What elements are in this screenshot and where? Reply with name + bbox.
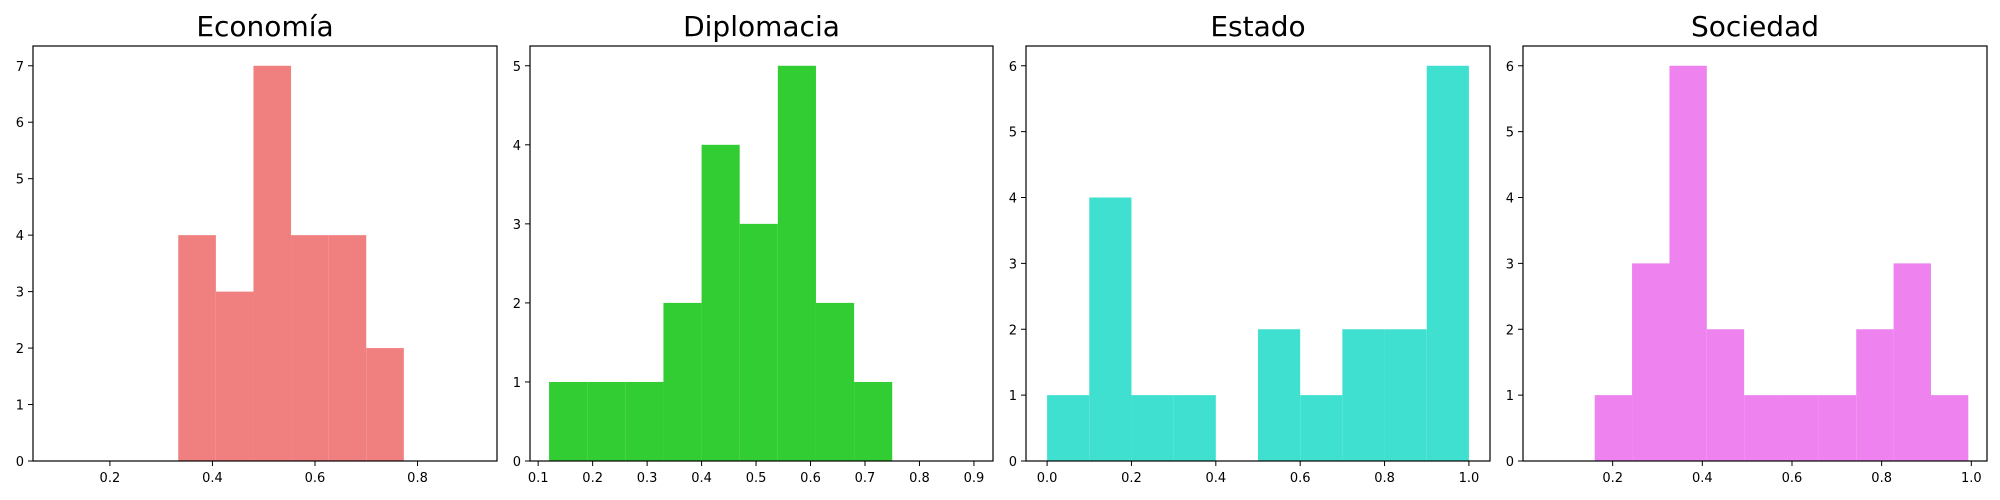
histogram-bar bbox=[366, 348, 404, 461]
y-tick-label: 6 bbox=[1009, 60, 1017, 75]
chart-title: Diplomacia bbox=[683, 10, 840, 43]
histogram-bar bbox=[1131, 395, 1174, 461]
y-tick-label: 6 bbox=[1506, 60, 1514, 75]
chart-title: Economía bbox=[196, 10, 333, 43]
x-tick-label: 0.6 bbox=[1782, 471, 1803, 486]
y-tick-label: 7 bbox=[16, 60, 24, 75]
x-tick-label: 1.0 bbox=[1961, 471, 1982, 486]
histogram-bar bbox=[1047, 395, 1090, 461]
y-tick-label: 5 bbox=[513, 60, 521, 75]
histogram-bar bbox=[1744, 395, 1782, 461]
histogram-panel-3: Estado 0.0 0.2 0.4 0.6 0.8 1.0 0 1 2 3 4 5 6 bbox=[1009, 10, 1491, 486]
x-tick-label: 0.8 bbox=[1374, 471, 1395, 486]
y-tick-label: 1 bbox=[1009, 389, 1017, 404]
x-tick-label: 0.2 bbox=[100, 471, 121, 486]
y-tick-label: 2 bbox=[16, 342, 24, 357]
x-tick-label: 0.8 bbox=[407, 471, 428, 486]
histogram-bar bbox=[1426, 65, 1469, 461]
histogram-bar bbox=[253, 65, 292, 461]
y-tick-label: 3 bbox=[1009, 257, 1017, 272]
x-tick-label: 0.6 bbox=[800, 471, 821, 486]
x-tick-label: 0.7 bbox=[855, 471, 876, 486]
histogram-bar bbox=[178, 235, 216, 461]
histogram-panel-2: Diplomacia 0.1 0.2 0.3 0.4 0.5 0.6 0.7 0.8 0.9 0 1 2… bbox=[513, 10, 994, 486]
histogram-bar bbox=[1856, 329, 1894, 461]
axes-frame bbox=[32, 45, 498, 462]
y-tick-label: 4 bbox=[513, 139, 521, 154]
y-tick-label: 3 bbox=[1506, 257, 1514, 272]
histogram-bar bbox=[1706, 329, 1745, 461]
y-tick-label: 0 bbox=[513, 455, 521, 470]
axes-frame bbox=[1025, 45, 1491, 462]
histogram-bar bbox=[701, 144, 740, 462]
y-tick-label: 2 bbox=[1009, 323, 1017, 338]
histogram-bar bbox=[215, 291, 254, 461]
x-tick-label: 0.1 bbox=[528, 471, 549, 486]
x-tick-label: 0.6 bbox=[1290, 471, 1311, 486]
histogram-bar bbox=[625, 381, 664, 461]
histogram-bar bbox=[1384, 329, 1427, 461]
histogram-bar bbox=[1258, 329, 1301, 461]
histogram-bar bbox=[1594, 395, 1633, 461]
axes-frame bbox=[529, 45, 994, 462]
y-tick-label: 6 bbox=[16, 116, 24, 131]
x-tick-label: 0.2 bbox=[582, 471, 603, 486]
y-tick-label: 1 bbox=[1506, 389, 1514, 404]
histogram-bar bbox=[815, 302, 855, 461]
x-tick-label: 0.5 bbox=[746, 471, 767, 486]
histogram-bar bbox=[291, 235, 329, 461]
histogram-bar bbox=[1669, 65, 1707, 461]
y-tick-label: 5 bbox=[16, 173, 24, 188]
x-tick-label: 0.3 bbox=[637, 471, 658, 486]
y-tick-label: 5 bbox=[1506, 126, 1514, 141]
chart-title: Estado bbox=[1210, 10, 1305, 43]
histogram-bar bbox=[1342, 329, 1385, 461]
histogram-bar bbox=[549, 381, 588, 461]
histogram-panel-1: Economía 0.2 0.4 0.6 0.8 0 1 2 3 4 5 6 7 bbox=[16, 10, 498, 486]
y-tick-label: 3 bbox=[513, 218, 521, 233]
histogram-bar bbox=[777, 65, 816, 461]
y-tick-label: 2 bbox=[1506, 323, 1514, 338]
chart-title: Sociedad bbox=[1691, 10, 1819, 43]
histogram-panel-4: Sociedad 0.2 0.4 0.6 0.8 1.0 0 1 2 3 4 5 6 bbox=[1506, 10, 1988, 486]
x-tick-label: 0.0 bbox=[1037, 471, 1058, 486]
x-tick-label: 0.8 bbox=[1871, 471, 1892, 486]
y-tick-label: 0 bbox=[1506, 455, 1514, 470]
y-tick-label: 2 bbox=[513, 297, 521, 312]
histogram-bar bbox=[1632, 263, 1670, 461]
histogram-bar bbox=[1173, 395, 1216, 461]
y-tick-label: 0 bbox=[16, 455, 24, 470]
histogram-bar bbox=[1089, 197, 1132, 461]
y-tick-label: 0 bbox=[1009, 455, 1017, 470]
axes-frame bbox=[1522, 45, 1988, 462]
y-tick-label: 5 bbox=[1009, 126, 1017, 141]
x-tick-label: 0.2 bbox=[1602, 471, 1623, 486]
histogram-bar bbox=[854, 381, 893, 461]
x-tick-label: 0.4 bbox=[202, 471, 223, 486]
histogram-bar bbox=[1893, 263, 1931, 461]
x-tick-label: 0.4 bbox=[1205, 471, 1226, 486]
x-tick-label: 0.6 bbox=[305, 471, 326, 486]
histogram-bar bbox=[1818, 395, 1857, 461]
x-tick-label: 0.4 bbox=[1692, 471, 1713, 486]
y-tick-label: 4 bbox=[1009, 192, 1017, 207]
x-tick-label: 1.0 bbox=[1459, 471, 1480, 486]
histogram-bar bbox=[1300, 395, 1343, 461]
y-tick-label: 1 bbox=[513, 376, 521, 391]
histogram-bar bbox=[739, 223, 778, 461]
y-tick-label: 4 bbox=[16, 229, 24, 244]
x-tick-label: 0.2 bbox=[1121, 471, 1142, 486]
histogram-bar bbox=[1781, 395, 1819, 461]
histogram-bar bbox=[663, 302, 702, 461]
x-tick-label: 0.4 bbox=[691, 471, 712, 486]
histogram-bar bbox=[587, 381, 626, 461]
x-tick-label: 0.9 bbox=[964, 471, 985, 486]
y-tick-label: 3 bbox=[16, 286, 24, 301]
y-tick-label: 1 bbox=[16, 399, 24, 414]
histogram-bar bbox=[328, 235, 367, 461]
x-tick-label: 0.8 bbox=[909, 471, 930, 486]
histogram-bar bbox=[1930, 395, 1969, 461]
y-tick-label: 4 bbox=[1506, 192, 1514, 207]
